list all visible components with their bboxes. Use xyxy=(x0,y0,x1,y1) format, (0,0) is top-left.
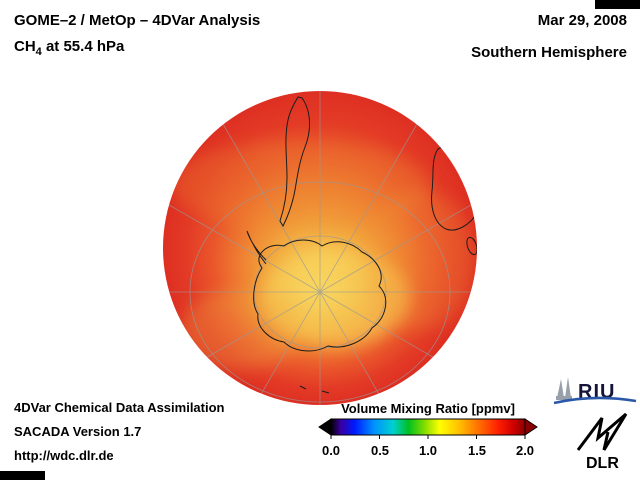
plot-title: GOME–2 / MetOp – 4DVar Analysis xyxy=(14,12,261,29)
colorbar-right-arrow xyxy=(524,418,538,436)
colorbar-tick-marks xyxy=(330,435,526,439)
coastlines xyxy=(246,96,477,394)
black-bar-bottom-left xyxy=(0,471,45,480)
coastline-madagascar xyxy=(466,236,477,256)
riu-logo: RIU xyxy=(553,377,637,405)
coastline-antarctica xyxy=(253,239,387,352)
credit-line-url: http://wdc.dlr.de xyxy=(14,448,114,463)
credit-line-version: SACADA Version 1.7 xyxy=(14,424,142,439)
species-level-label: CH4 at 55.4 hPa xyxy=(14,38,124,58)
colorbar-tick-0: 0.0 xyxy=(321,443,341,458)
colorbar-tick-4: 2.0 xyxy=(515,443,535,458)
dlr-emblem-icon xyxy=(576,412,628,451)
date-label: Mar 29, 2008 xyxy=(537,12,627,29)
graticule xyxy=(163,91,477,405)
colorbar-tick-3: 1.5 xyxy=(467,443,487,458)
dlr-logo-text: DLR xyxy=(586,455,619,470)
credit-line-assimilation: 4DVar Chemical Data Assimilation xyxy=(14,400,225,415)
coastline-antarctic-peninsula xyxy=(246,230,267,265)
coastline-small-islands xyxy=(299,385,330,394)
colorbar-left-arrow xyxy=(318,418,332,436)
colorbar-tick-1: 0.5 xyxy=(370,443,390,458)
colorbar-title: Volume Mixing Ratio [ppmv] xyxy=(341,401,515,416)
colorbar-tick-2: 1.0 xyxy=(418,443,438,458)
species-suffix: at 55.4 hPa xyxy=(41,38,125,55)
riu-swoosh-icon xyxy=(553,396,637,405)
black-bar-top-right xyxy=(595,0,640,9)
coastline-south-america xyxy=(279,96,310,228)
colorbar xyxy=(318,418,538,439)
species-prefix: CH xyxy=(14,38,36,55)
hemisphere-label: Southern Hemisphere xyxy=(471,44,627,61)
colorbar-gradient xyxy=(330,418,526,436)
cathedral-icon xyxy=(556,377,572,400)
dlr-logo: DLR xyxy=(576,412,628,470)
species-subscript: 4 xyxy=(35,46,42,58)
